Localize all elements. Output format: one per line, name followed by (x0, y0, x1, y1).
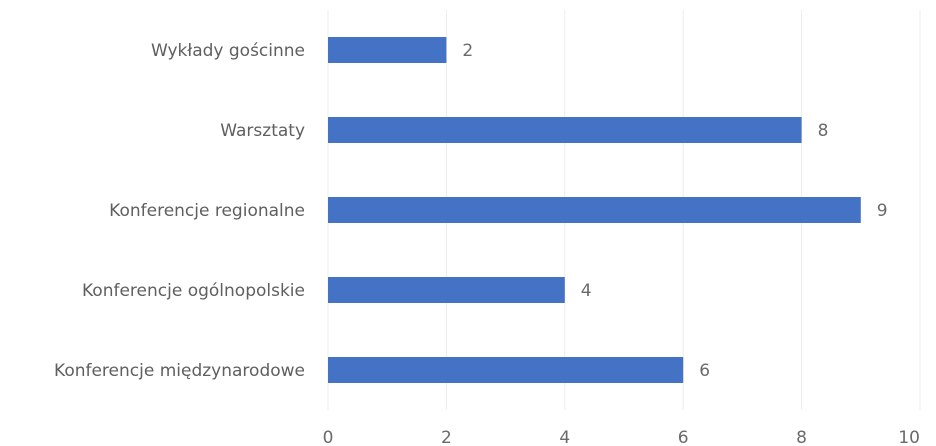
bar-4 (328, 357, 684, 383)
x-tick-label-3: 6 (678, 428, 689, 446)
x-tick-label-4: 8 (796, 428, 807, 446)
value-labels: 2 8 9 4 6 (462, 41, 887, 381)
value-label-3: 4 (581, 281, 592, 301)
category-label-3: Konferencje ogólnopolskie (82, 281, 305, 301)
value-label-0: 2 (462, 41, 473, 61)
category-label-2: Konferencje regionalne (109, 201, 305, 221)
x-tick-label-1: 2 (441, 428, 452, 446)
category-label-4: Konferencje międzynarodowe (54, 361, 305, 381)
category-label-0: Wykłady gościnne (151, 41, 305, 61)
value-label-2: 9 (877, 201, 888, 221)
value-label-4: 6 (699, 361, 710, 381)
x-tick-label-5: 10 (898, 428, 920, 446)
bar-2 (328, 197, 861, 223)
bar-3 (328, 277, 565, 303)
x-tick-label-2: 4 (559, 428, 570, 446)
x-tick-label-0: 0 (323, 428, 334, 446)
category-labels: Wykłady gościnne Warsztaty Konferencje reg… (54, 41, 305, 381)
bar-0 (328, 37, 447, 63)
value-label-1: 8 (818, 121, 829, 141)
category-label-1: Warsztaty (220, 121, 305, 141)
bars (328, 37, 861, 383)
x-axis-ticks: 0 2 4 6 8 10 (323, 428, 920, 446)
bar-1 (328, 117, 802, 143)
